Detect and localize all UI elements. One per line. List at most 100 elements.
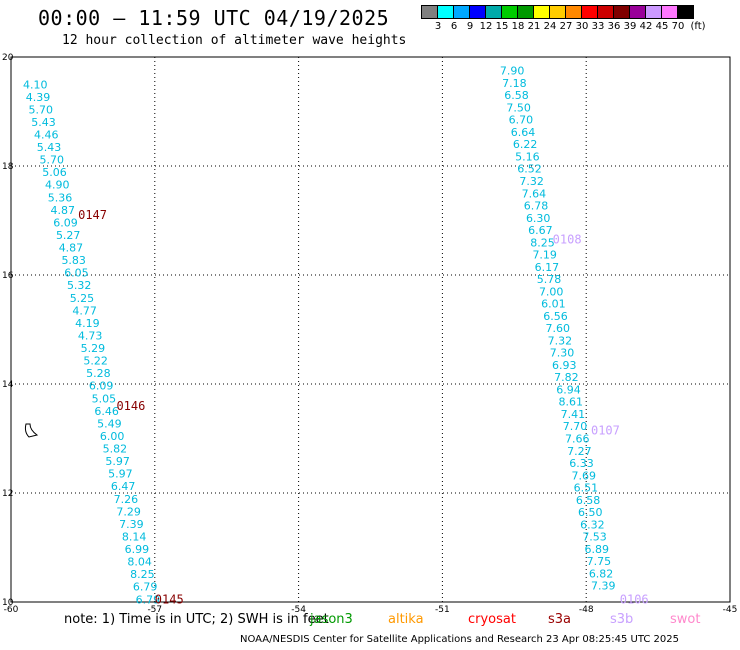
satellite-cryosat: cryosat <box>468 612 516 627</box>
wave-height-value: 5.16 <box>515 150 540 163</box>
wave-height-value: 7.32 <box>548 334 573 347</box>
wave-height-value: 7.90 <box>500 65 525 78</box>
y-tick-label: 14 <box>2 380 14 390</box>
wave-height-value: 5.25 <box>70 292 95 305</box>
wave-height-value: 6.22 <box>513 138 538 151</box>
wave-height-value: 7.53 <box>582 531 607 544</box>
wave-height-value: 7.82 <box>554 371 579 384</box>
wave-height-value: 7.29 <box>116 505 140 518</box>
wave-height-value: 7.27 <box>567 445 592 458</box>
wave-height-value: 4.87 <box>50 204 75 217</box>
legend-label: 18 <box>511 21 525 32</box>
wave-height-value: 6.50 <box>578 506 603 519</box>
chart-subtitle: 12 hour collection of altimeter wave hei… <box>62 33 407 48</box>
wave-height-value: 5.78 <box>537 273 562 286</box>
legend-label: 27 <box>559 21 573 32</box>
wave-height-value: 4.39 <box>26 91 51 104</box>
wave-height-value: 5.22 <box>83 355 108 368</box>
satellite-s3a: s3a <box>548 612 572 627</box>
legend-label: 6 <box>450 21 458 32</box>
pass-label: 0107 <box>591 423 620 437</box>
wave-height-value: 5.83 <box>61 254 86 267</box>
x-tick-label: -54 <box>291 605 306 615</box>
wave-height-value: 5.06 <box>42 166 66 179</box>
wave-height-value: 7.70 <box>563 420 588 433</box>
wave-height-value: 6.32 <box>580 518 605 531</box>
plot-frame <box>10 56 731 603</box>
wave-height-value: 6.82 <box>589 567 614 580</box>
wave-height-value: 6.56 <box>543 310 568 323</box>
y-tick-label: 18 <box>2 162 14 172</box>
wave-height-value: 5.43 <box>37 141 62 154</box>
x-tick-label: -60 <box>4 605 19 615</box>
wave-height-value: 5.49 <box>97 417 122 430</box>
wave-height-value: 7.50 <box>506 101 531 114</box>
legend-label: 3 <box>434 21 442 32</box>
y-tick-label: 16 <box>2 271 14 281</box>
wave-height-value: 6.79 <box>133 581 158 594</box>
legend-label: 12 <box>479 21 493 32</box>
wave-height-value: 5.36 <box>48 191 72 204</box>
y-tick-label: 12 <box>2 489 13 499</box>
island-outline <box>24 423 39 438</box>
wave-height-value: 6.79 <box>136 593 161 606</box>
wave-height-value: 6.67 <box>528 224 553 237</box>
wave-height-value: 4.46 <box>34 128 59 141</box>
wave-height-value: 5.05 <box>92 392 117 405</box>
legend-label: 33 <box>591 21 605 32</box>
wave-height-value: 7.39 <box>591 580 616 593</box>
satellite-altika: altika <box>388 612 424 627</box>
pass-label: 0147 <box>78 208 107 222</box>
wave-height-value: 5.82 <box>103 443 128 456</box>
wave-height-value: 6.52 <box>517 163 542 176</box>
legend-label: 45 <box>655 21 669 32</box>
wave-height-value: 6.58 <box>576 494 601 507</box>
wave-height-value: 5.97 <box>108 468 133 481</box>
wave-height-value: 5.29 <box>81 342 106 355</box>
wave-height-value: 6.00 <box>100 430 125 443</box>
footer-credit: NOAA/NESDIS Center for Satellite Applica… <box>240 634 679 645</box>
wave-height-value: 6.30 <box>526 212 551 225</box>
wave-height-value: 6.47 <box>111 480 136 493</box>
x-tick-label: -57 <box>147 605 162 615</box>
wave-height-value: 7.00 <box>539 285 564 298</box>
wave-height-value: 6.17 <box>535 261 560 274</box>
x-tick-label: -45 <box>723 605 738 615</box>
legend-unit: (ft) <box>690 21 706 32</box>
legend-label: 42 <box>639 21 653 32</box>
units-note: note: 1) Time is in UTC; 2) SWH is in fe… <box>64 612 329 627</box>
wave-height-value: 7.19 <box>532 249 557 262</box>
color-legend: 3 6 9 12 15 18 21 24 27 30 33 36 39 42 45 70 (ft) <box>421 5 706 33</box>
pass-label: 0145 <box>155 592 184 606</box>
legend-label: 36 <box>607 21 621 32</box>
pass-label: 0146 <box>116 399 145 413</box>
pass-label: 0106 <box>620 592 649 606</box>
wave-height-value: 6.64 <box>511 126 536 139</box>
wave-height-value: 8.25 <box>530 236 555 249</box>
wave-height-value: 4.77 <box>72 304 97 317</box>
wave-height-value: 6.93 <box>552 359 577 372</box>
wave-height-value: 6.46 <box>94 405 119 418</box>
wave-height-value: 6.99 <box>125 543 150 556</box>
legend-swatches <box>421 5 694 19</box>
wave-height-value: 5.27 <box>56 229 81 242</box>
wave-height-value: 8.25 <box>130 568 155 581</box>
wave-height-value: 5.32 <box>67 279 92 292</box>
wave-height-value: 4.19 <box>75 317 100 330</box>
satellite-s3b: s3b <box>610 612 634 627</box>
wave-height-value: 7.39 <box>119 518 144 531</box>
wave-height-value: 4.87 <box>59 242 83 255</box>
wave-height-value: 8.14 <box>122 530 147 543</box>
legend-label: 30 <box>575 21 589 32</box>
wave-height-value: 5.28 <box>86 367 111 380</box>
wave-height-value: 5.43 <box>31 116 56 129</box>
wave-height-value: 6.09 <box>53 216 77 229</box>
y-tick-label: 20 <box>2 53 14 63</box>
y-tick-label: 10 <box>2 598 14 608</box>
wave-height-value: 7.69 <box>571 469 596 482</box>
wave-height-value: 7.64 <box>522 187 547 200</box>
wave-height-value: 6.58 <box>504 89 529 102</box>
pass-label: 0108 <box>553 233 582 247</box>
wave-height-value: 6.78 <box>524 200 549 213</box>
